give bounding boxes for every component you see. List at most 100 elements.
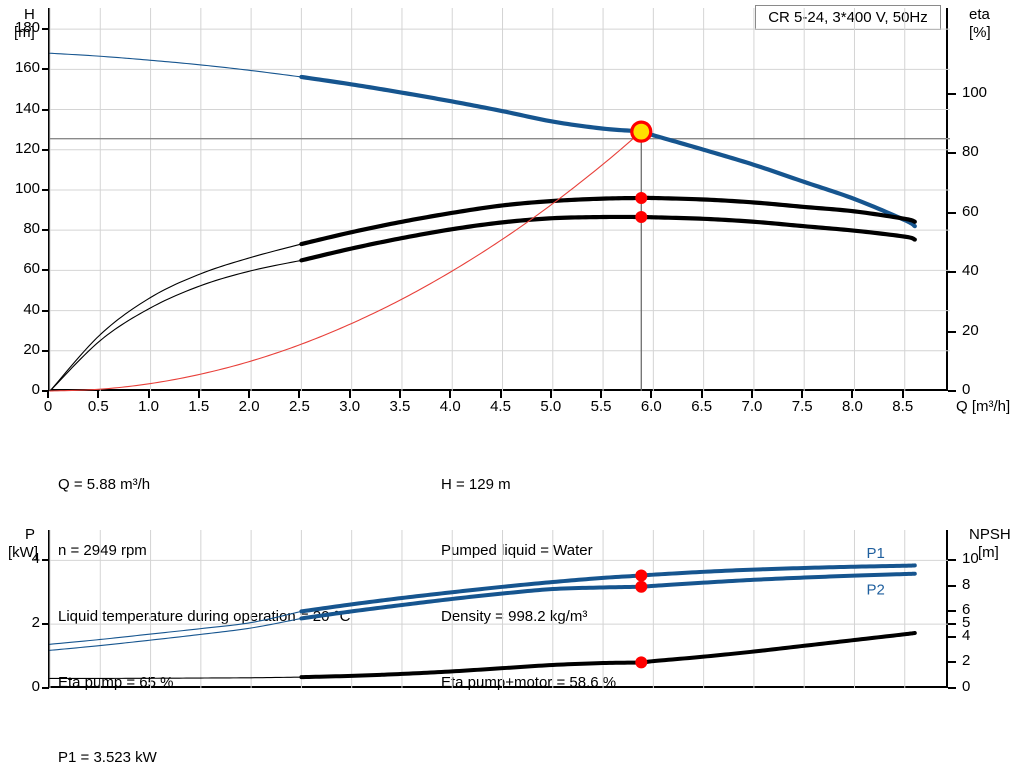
eta-y-tickmark [948, 93, 956, 96]
eta-pump-thin-curve [49, 243, 302, 392]
eta-y-tick-0: 0 [962, 381, 971, 398]
head-y-tickmark [42, 28, 49, 31]
power-y-tickmark [42, 623, 49, 626]
power-y-tick-4: 4 [31, 550, 40, 568]
head-y-tickmark [42, 68, 49, 71]
head-y-tick-60: 60 [23, 260, 40, 278]
npsh-bold-curve [299, 630, 917, 680]
head-efficiency-chart [48, 8, 950, 392]
head-y-tick-180: 180 [14, 19, 40, 37]
p2-thin-curve [49, 617, 302, 651]
power-y-tick-2: 2 [31, 614, 40, 632]
duty-marker-p1 [635, 569, 648, 582]
npsh-y-tick-2: 2 [962, 652, 971, 670]
npsh-y-tickmark [948, 610, 956, 613]
duty-marker-p2 [635, 580, 648, 593]
power-y-axis-title: P [25, 526, 36, 543]
eta-axis-title: eta [969, 6, 990, 23]
head-y-tickmark [42, 148, 49, 151]
head-x-tickmark [197, 391, 200, 398]
eta-axis-unit: [%] [969, 24, 991, 41]
npsh-y-tickmark [948, 687, 956, 689]
system-curve-curve [49, 131, 642, 392]
npsh-y-tickmark [948, 635, 956, 638]
head-y-tick-0: 0 [31, 381, 40, 398]
head-y-tickmark [42, 229, 49, 232]
h-head-bold-curve [299, 74, 917, 229]
npsh-y-tick-10: 10 [962, 550, 979, 568]
duty-density: Density = 998.2 kg/m³ [441, 608, 588, 625]
head-y-tick-140: 140 [14, 99, 40, 117]
head-y-tick-160: 160 [14, 59, 40, 77]
duty-info-bottom: P1 = 3.523 kW P2 = 3.173 kW NPSH = 2 m [58, 703, 157, 781]
head-x-tick-4.0: 4.0 [439, 398, 461, 415]
eta-y-tickmark [948, 271, 956, 274]
head-x-tickmark [348, 391, 351, 398]
power-y-tickmark [42, 687, 49, 689]
power-y-tick-0: 0 [31, 678, 40, 695]
head-x-tick-1.0: 1.0 [138, 398, 159, 415]
npsh-thin-curve [49, 676, 302, 679]
head-y-tickmark [42, 188, 49, 191]
duty-marker-eta-pump-motor [635, 211, 648, 224]
head-x-tickmark [650, 391, 653, 398]
power-y-axis-unit: [kW] [8, 544, 38, 561]
eta-y-tick-100: 100 [962, 84, 988, 102]
npsh-y-tick-6: 6 [962, 601, 971, 619]
head-x-tick-0: 0 [43, 398, 53, 415]
head-x-tickmark [700, 391, 703, 398]
duty-marker-npsh [635, 656, 648, 669]
head-y-tick-80: 80 [23, 220, 40, 238]
head-x-tickmark [97, 391, 100, 398]
head-y-tickmark [42, 309, 49, 312]
npsh-y-tick-0: 0 [962, 678, 971, 695]
duty-point-marker [630, 120, 653, 143]
head-x-tickmark [147, 391, 150, 398]
eta-y-tick-20: 20 [962, 321, 979, 339]
head-x-tickmark [549, 391, 552, 398]
duty-pumped-liquid: Pumped liquid = Water [441, 542, 593, 559]
head-x-tick-7.0: 7.0 [741, 398, 763, 415]
head-y-tickmark [42, 269, 49, 272]
npsh-y-tickmark [948, 559, 956, 562]
eta-pump-motor-thin-curve [49, 259, 302, 392]
head-x-tick-4.5: 4.5 [490, 398, 511, 415]
head-x-tickmark [248, 391, 251, 398]
head-y-tick-40: 40 [23, 300, 40, 318]
duty-liquid-temp: Liquid temperature during operation = 20… [58, 608, 351, 625]
npsh-y-tickmark [948, 623, 956, 626]
head-x-tick-6.5: 6.5 [691, 398, 713, 415]
npsh-y-tickmark [948, 584, 956, 587]
head-x-tick-6.0: 6.0 [640, 398, 662, 415]
head-x-tickmark [851, 391, 854, 398]
head-x-axis-label: Q [m³/h] [956, 398, 1011, 415]
head-x-tick-5.0: 5.0 [540, 398, 562, 415]
h-head-thin-curve [49, 52, 302, 78]
eta-y-tick-60: 60 [962, 202, 979, 220]
pump-model-title-box: CR 5-24, 3*400 V, 50Hz [755, 5, 941, 30]
power-npsh-chart: P1 P2 [48, 530, 950, 688]
head-y-tickmark [42, 349, 49, 352]
head-y-tick-120: 120 [14, 139, 40, 157]
head-x-tick-1.5: 1.5 [188, 398, 210, 415]
head-y-axis-unit: [m] [14, 24, 35, 41]
power-y-tickmark [42, 559, 49, 562]
eta-y-tickmark [948, 330, 956, 333]
head-y-axis-title: H [24, 6, 35, 23]
head-x-tick-3.5: 3.5 [389, 398, 411, 415]
head-x-tickmark [398, 391, 401, 398]
npsh-axis-title: NPSH [969, 526, 1011, 543]
eta-y-tickmark [948, 152, 956, 155]
npsh-axis-unit: [m] [978, 544, 999, 561]
p2-series-label: P2 [867, 581, 885, 598]
npsh-y-tickmark [948, 661, 956, 664]
head-x-tickmark [499, 391, 502, 398]
head-x-tick-0.5: 0.5 [87, 398, 109, 415]
head-x-tick-5.5: 5.5 [590, 398, 612, 415]
head-x-tickmark [600, 391, 603, 398]
duty-marker-eta-pump [635, 192, 648, 205]
head-x-tickmark [449, 391, 452, 398]
p2-bold-curve [299, 571, 917, 621]
head-x-tickmark [750, 391, 753, 398]
